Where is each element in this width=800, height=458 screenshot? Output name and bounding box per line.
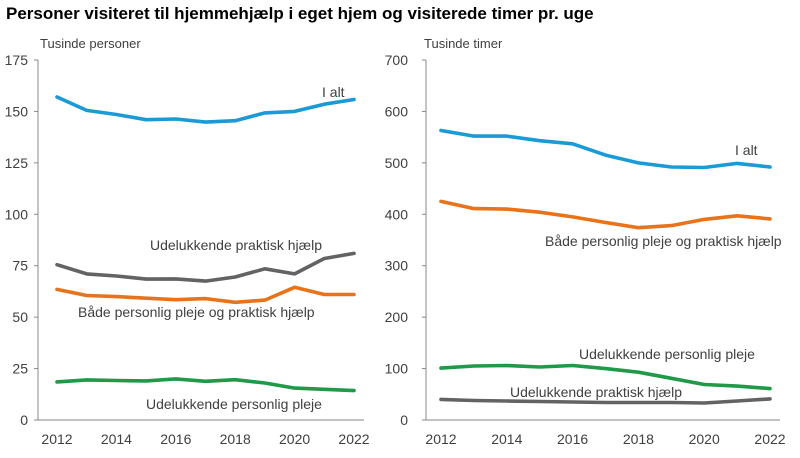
series-label: Udelukkende personlig pleje xyxy=(146,396,322,412)
y-tick-label: 125 xyxy=(5,155,29,171)
y-tick-label: 400 xyxy=(385,206,409,222)
y-tick-label: 100 xyxy=(385,361,409,377)
y-tick-label: 700 xyxy=(385,52,409,68)
x-tick-label: 2012 xyxy=(425,431,456,447)
y-tick-label: 500 xyxy=(385,155,409,171)
x-tick-label: 2012 xyxy=(41,431,72,447)
y-axis-title: Tusinde personer xyxy=(40,36,141,51)
series-label: I alt xyxy=(735,142,758,158)
series-line-blue xyxy=(439,128,772,170)
y-tick-label: 25 xyxy=(12,361,28,377)
y-tick-label: 75 xyxy=(12,258,28,274)
x-tick-label: 2020 xyxy=(689,431,720,447)
series-label: Både personlig pleje og praktisk hjælp xyxy=(545,233,782,249)
y-tick-label: 150 xyxy=(5,103,29,119)
series-label: Både personlig pleje og praktisk hjælp xyxy=(78,304,315,320)
series-line-orange xyxy=(55,285,356,305)
x-tick-label: 2018 xyxy=(623,431,654,447)
y-tick-label: 0 xyxy=(20,412,28,428)
page-title: Personer visiteret til hjemmehjælp i ege… xyxy=(6,4,594,23)
chart-panel-personer: Tusinde personer 0 25 50 75 100 125 150 175 2012 2… xyxy=(5,36,370,447)
series-line-green xyxy=(439,363,772,391)
series-label: I alt xyxy=(322,84,345,100)
series-line-gray xyxy=(439,397,772,405)
x-tick-label: 2018 xyxy=(220,431,251,447)
x-tick-label: 2022 xyxy=(338,431,369,447)
series-label: Udelukkende praktisk hjælp xyxy=(150,237,322,253)
y-tick-label: 0 xyxy=(400,412,408,428)
series-line-green xyxy=(55,377,356,393)
x-tick-label: 2016 xyxy=(557,431,588,447)
y-tick-label: 175 xyxy=(5,52,29,68)
y-axis-title: Tusinde timer xyxy=(424,36,503,51)
series-line-blue xyxy=(55,95,356,124)
series-line-orange xyxy=(439,199,772,230)
y-tick-label: 200 xyxy=(385,309,409,325)
chart-panel-timer: Tusinde timer 0 100 200 300 400 500 600 700 2012 2… xyxy=(385,36,786,447)
x-tick-label: 2020 xyxy=(279,431,310,447)
series-label: Udelukkende praktisk hjælp xyxy=(510,384,682,400)
x-tick-label: 2022 xyxy=(754,431,785,447)
y-tick-label: 600 xyxy=(385,103,409,119)
y-tick-label: 100 xyxy=(5,206,29,222)
x-tick-label: 2014 xyxy=(101,431,132,447)
y-tick-label: 300 xyxy=(385,258,409,274)
series-line-gray xyxy=(55,251,356,283)
x-tick-label: 2014 xyxy=(491,431,522,447)
x-tick-label: 2016 xyxy=(160,431,191,447)
series-label: Udelukkende personlig pleje xyxy=(579,346,755,362)
y-tick-label: 50 xyxy=(12,309,28,325)
